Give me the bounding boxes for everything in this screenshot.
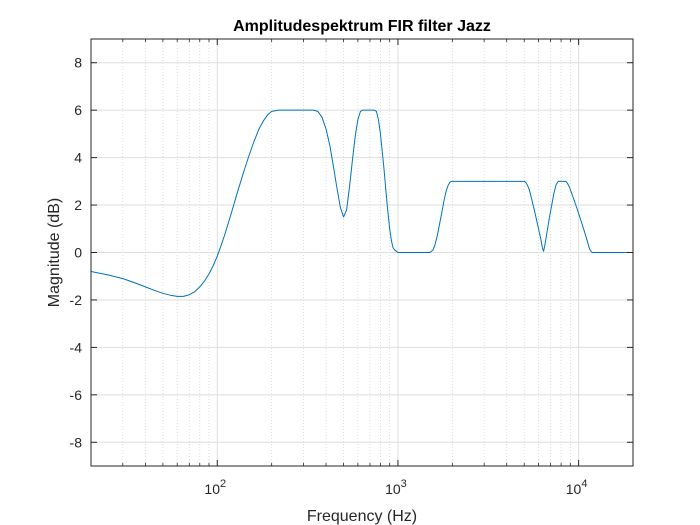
y-tick-label: -6 bbox=[70, 387, 83, 403]
y-tick-label: 4 bbox=[74, 150, 82, 166]
x-axis-label: Frequency (Hz) bbox=[307, 508, 417, 525]
y-tick-label: 6 bbox=[74, 102, 82, 118]
y-tick-labels: -8 -6 -4 -2 0 2 4 6 8 bbox=[70, 55, 83, 451]
y-tick-label: -4 bbox=[70, 339, 83, 355]
y-tick-label: -2 bbox=[70, 292, 83, 308]
y-tick-label: 2 bbox=[74, 197, 82, 213]
chart-title: Amplitudespektrum FIR filter Jazz bbox=[233, 18, 491, 35]
tick-marks bbox=[91, 39, 633, 466]
major-grid bbox=[91, 39, 633, 466]
y-axis-label: Magnitude (dB) bbox=[46, 198, 63, 307]
y-tick-label: -8 bbox=[70, 434, 83, 450]
magnitude-line bbox=[90, 109, 633, 297]
y-tick-label: 0 bbox=[74, 245, 82, 261]
y-tick-label: 8 bbox=[74, 55, 82, 71]
